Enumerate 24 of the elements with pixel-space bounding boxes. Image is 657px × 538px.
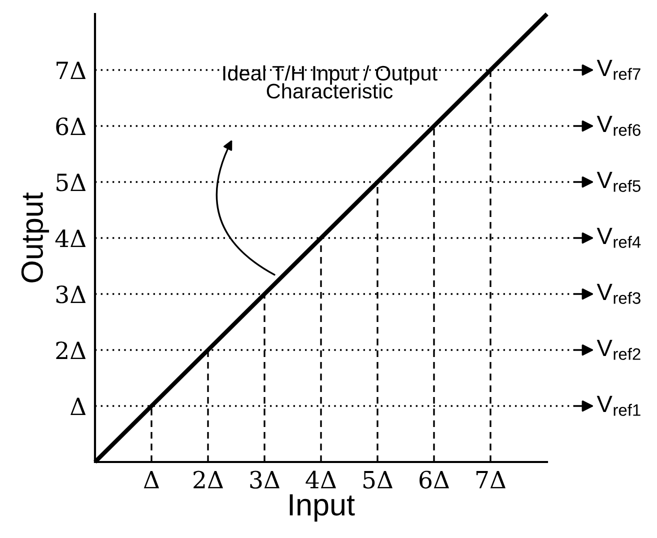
x-tick-label: 7Δ [476, 471, 506, 488]
ref-line-label: V$_{ref5}$ [596, 172, 640, 192]
x-tick-label: 2Δ [194, 470, 224, 488]
y-tick-label: 3Δ [56, 285, 86, 304]
y-tick-label: 7Δ [56, 62, 86, 79]
ref-line-label: V$_{ref1}$ [596, 396, 640, 416]
y-tick-label: Δ [70, 398, 86, 415]
x-tick-label: Δ [144, 471, 160, 488]
ref-line-label: V$_{ref7}$ [596, 60, 640, 80]
x-tick-label: 3Δ [250, 470, 280, 489]
x-tick-label: 4Δ [306, 470, 336, 488]
y-tick-label: 6Δ [56, 117, 86, 136]
annotation: Ideal T/H Input / Output Characteristic [223, 65, 438, 99]
y-axis-title: Output [21, 192, 50, 282]
y-tick-label: 5Δ [56, 174, 86, 192]
y-tick-label: 2Δ [56, 341, 86, 359]
y-tick-label: 4Δ [55, 229, 86, 247]
x-tick-label: 6Δ [420, 470, 450, 489]
ref-line-label: V$_{ref3}$ [596, 284, 640, 304]
ref-line-label: V$_{ref4}$ [596, 228, 641, 248]
x-axis-title: Input [290, 494, 355, 522]
x-tick-label: 5Δ [363, 471, 393, 489]
ref-line-label: V$_{ref6}$ [596, 116, 640, 136]
ref-line-label: V$_{ref2}$ [596, 340, 640, 360]
